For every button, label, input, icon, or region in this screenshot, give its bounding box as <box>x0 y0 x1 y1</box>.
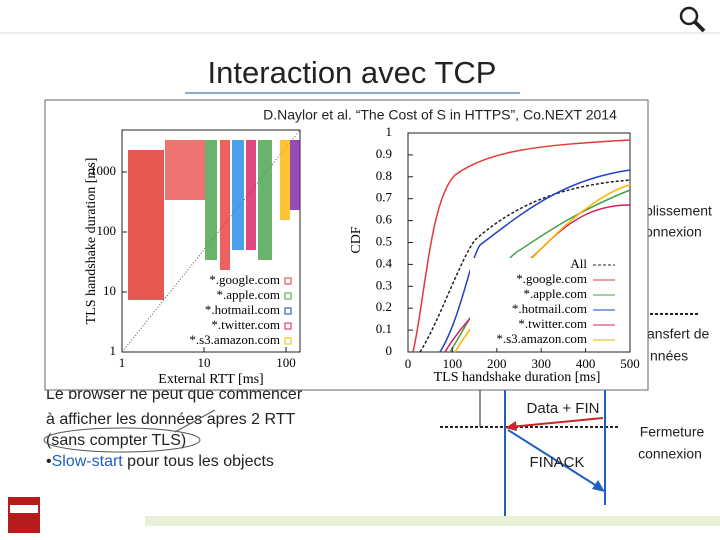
x-tick-label: 1 <box>119 355 126 370</box>
footer-bar <box>145 516 720 526</box>
body-text: (sans compter TLS) <box>46 432 186 449</box>
arrow <box>509 417 604 428</box>
legend-label: *.hotmail.com <box>512 301 587 316</box>
legend-label: *.s3.amazon.com <box>189 332 280 347</box>
legend-marker <box>284 322 292 330</box>
scatter-frame <box>121 129 301 353</box>
y-tick-label: 0.5 <box>376 233 392 248</box>
x-tick-label: 400 <box>576 356 596 371</box>
x-tick-label: 10 <box>198 355 211 370</box>
arrow-head <box>505 421 517 431</box>
x-tick-label: 100 <box>276 355 296 370</box>
legend-bg <box>470 273 620 288</box>
y-tick-label: 0.3 <box>376 277 392 292</box>
legend-bg <box>470 333 620 348</box>
legend-label: *.apple.com <box>216 287 280 302</box>
legend-marker <box>284 292 292 300</box>
callout-ellipse <box>43 427 201 453</box>
y-tick-label: 0.8 <box>376 168 392 183</box>
x-tick-label: 0 <box>405 356 412 371</box>
axis-label: External RTT [ms] <box>158 372 263 387</box>
y-tick-label: 1 <box>110 343 117 358</box>
legend-bg <box>470 258 620 273</box>
arrow <box>507 429 601 489</box>
message-label: FINACK <box>529 454 584 471</box>
legend-marker <box>284 277 292 285</box>
y-tick-label: 1000 <box>90 163 116 178</box>
legend-bg <box>470 318 620 333</box>
side-label: nnées <box>650 348 688 364</box>
y-tick-label: 0.1 <box>376 321 392 336</box>
axis-label: TLS handshake duration [ms] <box>84 158 99 325</box>
legend-bg <box>470 303 620 318</box>
side-label: ansfert de <box>647 326 709 342</box>
legend-label: *.twitter.com <box>211 317 280 332</box>
legend-bg <box>470 288 620 303</box>
y-tick-label: 0.4 <box>376 255 393 270</box>
highlight: Slow-start <box>52 453 124 470</box>
bullet-rest: pour tous les objects <box>123 453 274 470</box>
y-tick-label: 0.7 <box>376 190 393 205</box>
scatter-cloud <box>128 140 300 300</box>
side-label: onnexion <box>645 224 702 240</box>
y-tick-label: 1 <box>386 124 393 139</box>
y-tick-label: 0.6 <box>376 212 393 227</box>
figure-caption: D.Naylor et al. “The Cost of S in HTTPS”… <box>263 107 617 123</box>
legend-label: *.apple.com <box>523 286 587 301</box>
callout-line <box>174 409 216 433</box>
slide-title: Interaction avec TCP <box>208 55 497 90</box>
body-bullet: •Slow-start pour tous les objects <box>46 453 274 470</box>
logo-band <box>10 505 38 513</box>
arrow-head <box>592 480 605 492</box>
figure: D.Naylor et al. “The Cost of S in HTTPS”… <box>44 99 649 391</box>
logo <box>8 497 40 533</box>
legend-label: *.twitter.com <box>518 316 587 331</box>
x-tick-label: 100 <box>443 356 463 371</box>
side-label: Fermeture <box>640 424 705 440</box>
side-label: blissement <box>645 203 712 219</box>
body-text: à afficher les données apres 2 RTT <box>46 411 296 428</box>
y-tick-label: 100 <box>97 223 117 238</box>
message-label: Data + FIN <box>527 400 600 417</box>
legend-label: All <box>570 256 587 271</box>
y-tick-label: 0 <box>386 343 393 358</box>
y-tick-label: 10 <box>103 283 116 298</box>
legend-label: *.google.com <box>209 272 280 287</box>
x-tick-label: 300 <box>531 356 551 371</box>
x-tick-label: 200 <box>487 356 507 371</box>
y-tick-label: 0.9 <box>376 146 392 161</box>
x-tick-label: 500 <box>620 356 640 371</box>
legend-label: *.hotmail.com <box>205 302 280 317</box>
zoom-icon <box>679 6 706 33</box>
legend-label: *.google.com <box>516 271 587 286</box>
legend-marker <box>284 337 292 345</box>
y-tick-label: 0.2 <box>376 299 392 314</box>
axis-label: CDF <box>349 226 364 253</box>
axis-label: TLS handshake duration [ms] <box>434 370 601 385</box>
side-label: connexion <box>638 446 702 462</box>
legend-label: *.s3.amazon.com <box>496 331 587 346</box>
legend-marker <box>284 307 292 315</box>
